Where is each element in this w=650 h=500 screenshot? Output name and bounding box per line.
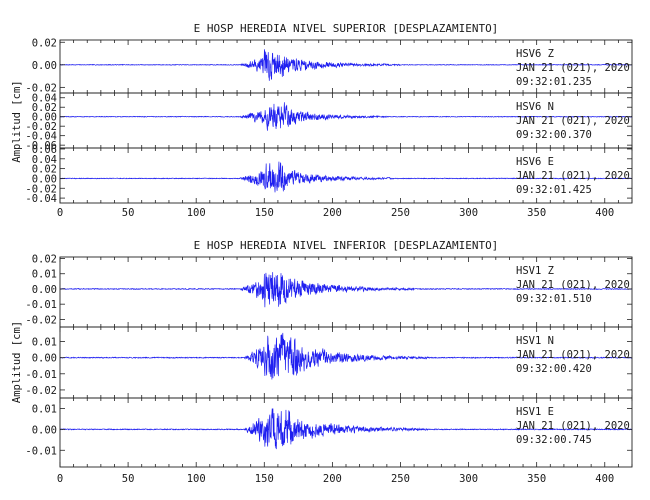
x-tick-label: 250 [391, 473, 410, 485]
x-tick-label: 300 [459, 473, 478, 485]
x-tick-label: 100 [187, 207, 206, 219]
y-axis-label: Amplitud [cm] [11, 80, 23, 162]
x-tick-label: 50 [122, 207, 135, 219]
x-tick-label: 350 [527, 473, 546, 485]
time-label: 09:32:01.425 [516, 184, 592, 196]
waveform-trace [59, 408, 633, 450]
y-tick-label: -0.02 [25, 314, 57, 326]
date-label: JAN 21 (021), 2020 [516, 62, 630, 74]
trace-panel: 0.060.040.020.00-0.02-0.04 HSV6 E JAN 21 (… [25, 144, 633, 205]
trace-panel: 0.02 0.01 0.00 -0.01 -0.02 HSV1 Z JAN 21 (021)… [25, 254, 633, 328]
y-tick-label: -0.02 [25, 82, 57, 94]
y-tick-label: 0.02 [32, 164, 57, 176]
station-label: HSV6 Z [516, 48, 554, 60]
time-label: 09:32:00.420 [516, 363, 592, 375]
x-tick-label: 400 [595, 207, 614, 219]
x-tick-label: 0 [57, 207, 63, 219]
date-label: JAN 21 (021), 2020 [516, 349, 630, 361]
time-label: 09:32:00.370 [516, 129, 592, 141]
y-tick-label: 0.02 [32, 37, 57, 49]
y-tick-label: 0.00 [32, 284, 57, 296]
y-axis-label: Amplitud [cm] [11, 321, 23, 403]
x-tick-label: 300 [459, 207, 478, 219]
date-label: JAN 21 (021), 2020 [516, 115, 630, 127]
x-tick-label: 100 [187, 473, 206, 485]
x-tick-label: 350 [527, 207, 546, 219]
station-label: HSV6 E [516, 156, 554, 168]
trace-panel: 0.01 0.00 -0.01 -0.02 HSV1 N JAN 21 (021), 20… [25, 326, 633, 399]
waveform-trace [59, 161, 633, 193]
lower-level-chart: E HOSP HEREDIA NIVEL INFERIOR [DESPLAZAM… [11, 239, 633, 485]
y-tick-label: -0.01 [25, 299, 57, 311]
time-label: 09:32:01.510 [516, 293, 592, 305]
x-tick-label: 50 [122, 473, 135, 485]
x-tick-label: 400 [595, 473, 614, 485]
y-tick-label: 0.02 [32, 254, 57, 266]
y-tick-label: 0.04 [32, 154, 57, 166]
x-tick-label: 200 [323, 473, 342, 485]
upper-level-chart: E HOSP HEREDIA NIVEL SUPERIOR [DESPLAZAM… [11, 22, 633, 219]
chart-title: E HOSP HEREDIA NIVEL SUPERIOR [DESPLAZAM… [194, 22, 499, 35]
y-tick-label: 0.04 [32, 93, 57, 105]
y-tick-label: 0.02 [32, 102, 57, 114]
x-tick-label: 0 [57, 473, 63, 485]
y-tick-label: 0.01 [32, 403, 57, 415]
y-tick-label: 0.06 [32, 144, 57, 156]
y-tick-label: -0.02 [25, 121, 57, 133]
y-tick-label: 0.00 [32, 60, 57, 72]
time-label: 09:32:00.745 [516, 434, 592, 446]
chart-title: E HOSP HEREDIA NIVEL INFERIOR [DESPLAZAM… [194, 239, 499, 252]
trace-panel: 0.040.020.00-0.02-0.04-0.06 HSV6 N JAN 21 … [25, 92, 633, 152]
station-label: HSV1 N [516, 335, 554, 347]
x-tick-label: 150 [255, 473, 274, 485]
y-tick-label: -0.02 [25, 385, 57, 397]
date-label: JAN 21 (021), 2020 [516, 420, 630, 432]
x-tick-label: 250 [391, 207, 410, 219]
y-tick-label: 0.00 [32, 173, 57, 185]
y-tick-label: 0.00 [32, 353, 57, 365]
y-tick-label: 0.00 [32, 424, 57, 436]
y-tick-label: 0.01 [32, 269, 57, 281]
y-tick-label: -0.01 [25, 369, 57, 381]
y-tick-label: -0.01 [25, 445, 57, 457]
waveform-trace [59, 102, 633, 131]
waveform-trace [59, 332, 633, 380]
x-tick-label: 150 [255, 207, 274, 219]
y-tick-label: -0.04 [25, 193, 57, 205]
trace-panel: 0.01 0.00 -0.01 HSV1 E JAN 21 (021), 2020 09:… [25, 397, 633, 468]
waveform-trace [59, 272, 633, 308]
y-tick-label: 0.00 [32, 112, 57, 124]
waveform-trace [59, 49, 633, 81]
station-label: HSV1 E [516, 406, 554, 418]
date-label: JAN 21 (021), 2020 [516, 170, 630, 182]
date-label: JAN 21 (021), 2020 [516, 279, 630, 291]
y-tick-label: 0.01 [32, 337, 57, 349]
station-label: HSV6 N [516, 101, 554, 113]
trace-panel: 0.02 0.00 -0.02 HSV6 Z JAN 21 (021), 2020 09:… [25, 37, 633, 94]
y-tick-label: -0.04 [25, 131, 57, 143]
time-label: 09:32:01.235 [516, 76, 592, 88]
y-tick-label: -0.02 [25, 183, 57, 195]
x-tick-label: 200 [323, 207, 342, 219]
station-label: HSV1 Z [516, 265, 554, 277]
y-tick-label: -0.06 [25, 140, 57, 152]
